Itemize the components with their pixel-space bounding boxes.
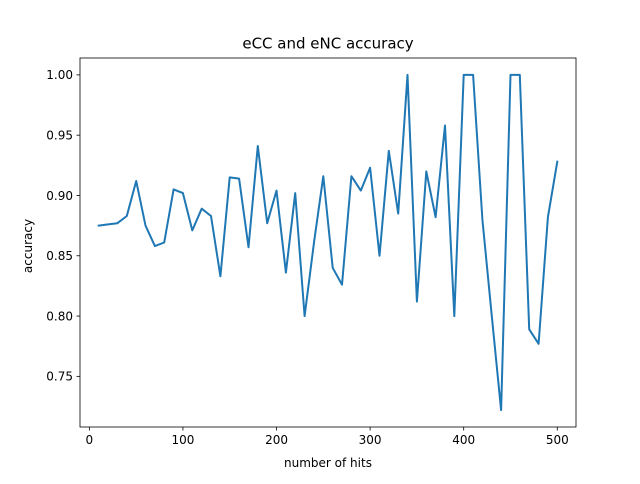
y-axis-label: accuracy	[21, 219, 35, 273]
chart-title: eCC and eNC accuracy	[242, 35, 413, 53]
x-tick-label: 0	[86, 433, 94, 447]
x-tick-label: 200	[265, 433, 288, 447]
y-tick-label: 0.75	[46, 370, 73, 384]
series-line	[97, 73, 559, 412]
x-tick-label: 400	[452, 433, 475, 447]
x-tick-label: 100	[171, 433, 194, 447]
plot-area-frame	[79, 57, 577, 428]
y-tick-label: 0.90	[46, 189, 73, 203]
x-axis-ticks: 0 100 200 300 400 500	[86, 427, 569, 447]
x-tick-label: 300	[359, 433, 382, 447]
x-tick-label: 500	[546, 433, 569, 447]
y-tick-label: 0.85	[46, 249, 73, 263]
y-axis-ticks: 0.75 0.80 0.85 0.90 0.95 1.00	[46, 68, 80, 384]
x-axis-label: number of hits	[284, 456, 372, 470]
y-tick-label: 0.80	[46, 309, 73, 323]
y-tick-label: 0.95	[46, 128, 73, 142]
y-tick-label: 1.00	[46, 68, 73, 82]
